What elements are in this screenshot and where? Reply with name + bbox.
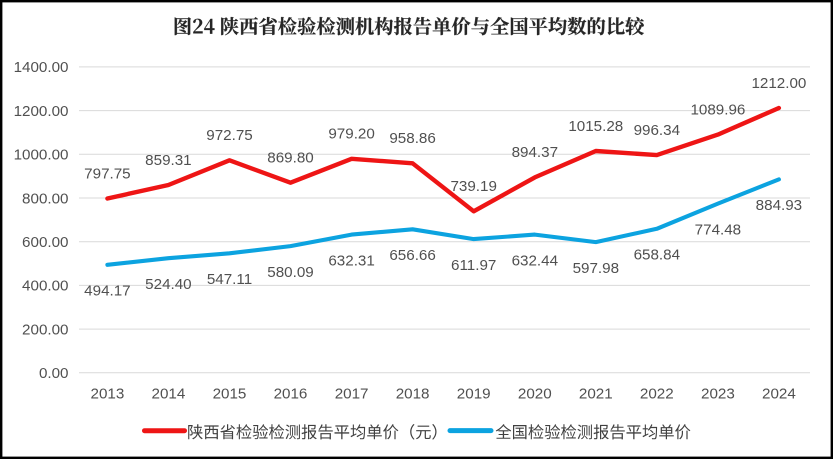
svg-text:1015.28: 1015.28	[568, 118, 623, 135]
svg-text:580.09: 580.09	[267, 264, 313, 281]
svg-text:972.75: 972.75	[206, 127, 252, 144]
svg-text:2015: 2015	[213, 385, 247, 402]
svg-text:524.40: 524.40	[145, 276, 191, 293]
svg-text:958.86: 958.86	[389, 130, 435, 147]
svg-text:632.44: 632.44	[512, 252, 558, 269]
svg-text:1400.00: 1400.00	[14, 59, 69, 76]
svg-text:200.00: 200.00	[22, 321, 68, 338]
svg-text:611.97: 611.97	[451, 257, 496, 274]
svg-text:979.20: 979.20	[328, 126, 374, 143]
svg-text:797.75: 797.75	[84, 165, 130, 182]
svg-text:859.31: 859.31	[145, 152, 191, 169]
svg-text:1000.00: 1000.00	[14, 147, 69, 164]
svg-text:1089.96: 1089.96	[690, 101, 745, 118]
svg-text:2013: 2013	[91, 385, 125, 402]
svg-text:2020: 2020	[518, 385, 552, 402]
svg-text:2014: 2014	[152, 385, 186, 402]
svg-text:884.93: 884.93	[756, 197, 802, 214]
svg-text:1212.00: 1212.00	[751, 75, 806, 92]
svg-text:1200.00: 1200.00	[14, 103, 69, 120]
svg-text:2022: 2022	[640, 385, 674, 402]
svg-text:658.84: 658.84	[634, 247, 680, 264]
svg-text:632.31: 632.31	[328, 252, 374, 269]
svg-text:656.66: 656.66	[389, 247, 435, 264]
svg-text:2024: 2024	[762, 385, 796, 402]
svg-text:800.00: 800.00	[22, 190, 68, 207]
svg-text:400.00: 400.00	[22, 278, 68, 295]
svg-text:774.48: 774.48	[695, 221, 741, 238]
svg-text:2017: 2017	[335, 385, 369, 402]
svg-text:2023: 2023	[701, 385, 735, 402]
svg-text:2018: 2018	[396, 385, 430, 402]
svg-text:869.80: 869.80	[267, 150, 313, 167]
svg-text:2016: 2016	[274, 385, 308, 402]
svg-text:2019: 2019	[457, 385, 491, 402]
svg-text:2021: 2021	[579, 385, 613, 402]
svg-text:996.34: 996.34	[634, 122, 680, 139]
svg-text:600.00: 600.00	[22, 234, 68, 251]
svg-text:597.98: 597.98	[573, 260, 619, 277]
svg-text:494.17: 494.17	[84, 283, 130, 300]
svg-text:894.37: 894.37	[512, 144, 558, 161]
svg-text:0.00: 0.00	[39, 365, 69, 382]
svg-text:739.19: 739.19	[450, 178, 496, 195]
svg-text:547.11: 547.11	[207, 271, 252, 288]
